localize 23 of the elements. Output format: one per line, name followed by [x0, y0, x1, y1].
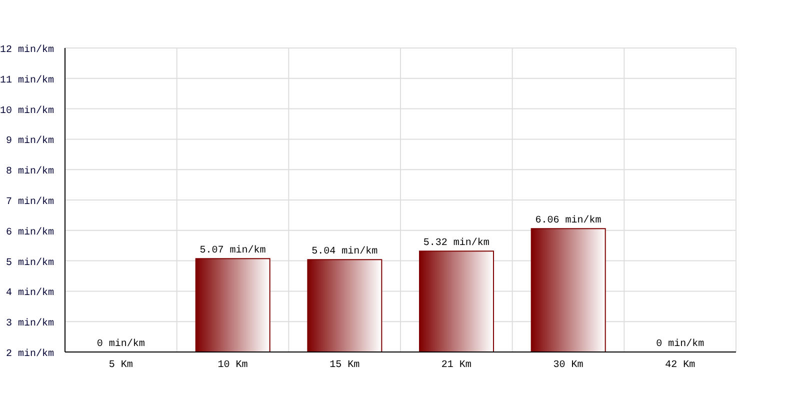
y-tick-label: 10 min/km	[0, 104, 54, 117]
data-label: 6.06 min/km	[535, 214, 602, 227]
y-tick-label: 3 min/km	[6, 318, 54, 330]
data-label: 5.07 min/km	[200, 244, 266, 257]
y-tick-label: 4 min/km	[6, 287, 54, 300]
x-tick-label: 21 Km	[441, 360, 472, 372]
data-label: 5.04 min/km	[312, 246, 378, 258]
x-tick-label: 15 Km	[330, 360, 360, 372]
x-tick-label: 10 Km	[218, 360, 248, 372]
y-tick-label: 11 min/km	[0, 74, 54, 86]
x-tick-label: 5 Km	[108, 360, 133, 372]
x-tick-label: 42 Km	[665, 360, 696, 372]
text: 0 min/km	[96, 339, 145, 350]
text: 0 min/km	[656, 339, 704, 350]
y-tick-label: 2 min/km	[6, 348, 54, 360]
y-tick-label: 8 min/km	[6, 166, 54, 178]
x-tick-label: 30 Km	[553, 360, 584, 372]
y-tick-label: 7 min/km	[6, 196, 54, 208]
y-tick-label: 12 min/km	[0, 44, 54, 56]
y-tick-label: 9 min/km	[6, 135, 54, 148]
y-tick-label: 5 min/km	[6, 256, 54, 269]
y-tick-label: 6 min/km	[6, 226, 54, 238]
data-label: 5.32 min/km	[423, 237, 490, 250]
